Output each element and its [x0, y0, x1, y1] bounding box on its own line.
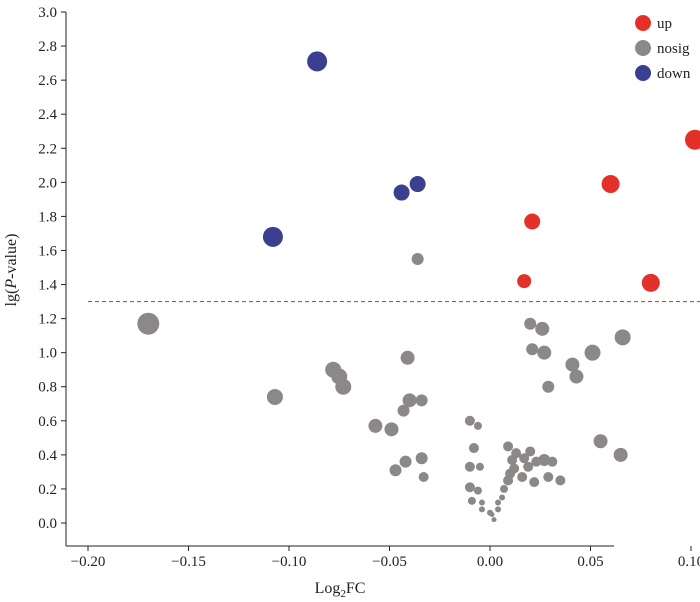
y-tick-label: 0.2: [38, 482, 57, 498]
data-point-down: [393, 184, 410, 201]
data-point-nosig: [137, 312, 160, 335]
x-tick-label: −0.05: [372, 554, 407, 570]
data-point-nosig: [464, 482, 475, 493]
data-point-nosig: [473, 486, 482, 495]
data-point-up: [524, 213, 541, 230]
x-tick-label: 0.00: [477, 554, 503, 570]
y-tick-label: 0.8: [38, 380, 57, 396]
x-tick-label: 0.10: [678, 554, 700, 570]
data-point-nosig: [399, 455, 412, 468]
data-point-up: [685, 129, 700, 150]
data-point-nosig: [499, 494, 506, 501]
data-point-nosig: [517, 472, 528, 483]
y-tick-label: 0.0: [38, 516, 57, 532]
data-point-nosig: [397, 404, 410, 417]
data-point-nosig: [468, 443, 479, 454]
data-point-nosig: [475, 462, 484, 471]
data-point-nosig: [495, 499, 502, 506]
data-point-nosig: [614, 329, 631, 346]
legend-marker-nosig: [635, 40, 651, 56]
data-point-nosig: [511, 448, 522, 459]
data-point-nosig: [569, 369, 584, 384]
legend-entry-nosig: nosig: [635, 40, 690, 57]
data-point-nosig: [464, 461, 475, 472]
data-point-up: [641, 273, 660, 292]
legend-marker-down: [635, 65, 651, 81]
data-point-nosig: [495, 506, 502, 513]
data-point-nosig: [565, 357, 580, 372]
legend-label-nosig: nosig: [657, 41, 690, 57]
data-point-nosig: [418, 472, 429, 483]
data-point-nosig: [543, 472, 554, 483]
y-tick-label: 2.6: [38, 73, 57, 89]
y-tick-label: 2.0: [38, 175, 57, 191]
x-tick-label: −0.20: [71, 554, 106, 570]
data-point-nosig: [555, 475, 566, 486]
data-point-nosig: [489, 511, 495, 517]
data-point-nosig: [400, 350, 415, 365]
y-tick-label: 1.4: [38, 278, 57, 294]
data-point-nosig: [509, 463, 520, 474]
y-tick-label: 3.0: [38, 5, 57, 21]
data-point-down: [409, 176, 426, 193]
data-point-nosig: [535, 321, 550, 336]
data-point-nosig: [368, 418, 383, 433]
y-axis-title: lg(P-value): [3, 234, 20, 307]
x-tick-label: −0.15: [171, 554, 206, 570]
data-point-nosig: [503, 441, 514, 452]
data-point-nosig: [415, 394, 428, 407]
data-point-nosig: [491, 517, 497, 523]
y-tick-label: 1.6: [38, 243, 57, 259]
y-tick-label: 2.8: [38, 39, 57, 55]
data-point-nosig: [593, 434, 608, 449]
data-point-nosig: [467, 496, 476, 505]
data-point-nosig: [524, 317, 537, 330]
y-tick-label: 0.6: [38, 414, 57, 430]
data-point-nosig: [389, 464, 402, 477]
data-point-down: [262, 226, 283, 247]
data-point-nosig: [547, 456, 558, 467]
data-point-nosig: [538, 453, 551, 466]
legend-label-up: up: [657, 16, 672, 32]
data-point-nosig: [529, 477, 540, 488]
y-tick-label: 1.2: [38, 312, 57, 328]
data-point-nosig: [542, 380, 555, 393]
data-point-nosig: [402, 393, 417, 408]
data-point-nosig: [584, 344, 601, 361]
data-point-up: [601, 175, 620, 194]
legend: up nosig down: [635, 15, 691, 82]
data-point-nosig: [335, 378, 352, 395]
y-tick-label: 2.2: [38, 141, 57, 157]
data-point-down: [307, 51, 328, 72]
plot-area: 0.0 0.2 0.4 0.6 0.8 1.0 1.2 1.4 1.6 1.8 2.0 2.2 2.4 2…: [38, 5, 700, 570]
data-point-nosig: [525, 446, 536, 457]
y-tick-label: 1.0: [38, 346, 57, 362]
legend-marker-up: [635, 15, 651, 31]
legend-label-down: down: [657, 66, 691, 82]
data-point-nosig: [384, 422, 399, 437]
data-point-nosig: [478, 499, 485, 506]
y-tick-label: 1.8: [38, 209, 57, 225]
x-tick-label: 0.05: [577, 554, 603, 570]
legend-entry-up: up: [635, 15, 672, 32]
data-point-nosig: [500, 484, 509, 493]
data-point-nosig: [478, 506, 485, 513]
data-point-nosig: [519, 453, 530, 464]
x-tick-label: −0.10: [272, 554, 307, 570]
data-point-nosig: [464, 415, 475, 426]
data-point-nosig: [613, 447, 628, 462]
data-point-up: [517, 274, 532, 289]
y-tick-label: 2.4: [38, 107, 57, 123]
data-point-nosig: [266, 388, 283, 405]
data-point-nosig: [473, 421, 482, 430]
data-point-nosig: [537, 345, 552, 360]
y-tick-label: 0.4: [38, 448, 57, 464]
data-point-nosig: [523, 461, 534, 472]
data-point-nosig: [411, 252, 424, 265]
legend-entry-down: down: [635, 65, 691, 82]
data-point-nosig: [415, 452, 428, 465]
x-axis-title: Log2FC: [315, 580, 366, 600]
data-point-nosig: [526, 343, 539, 356]
